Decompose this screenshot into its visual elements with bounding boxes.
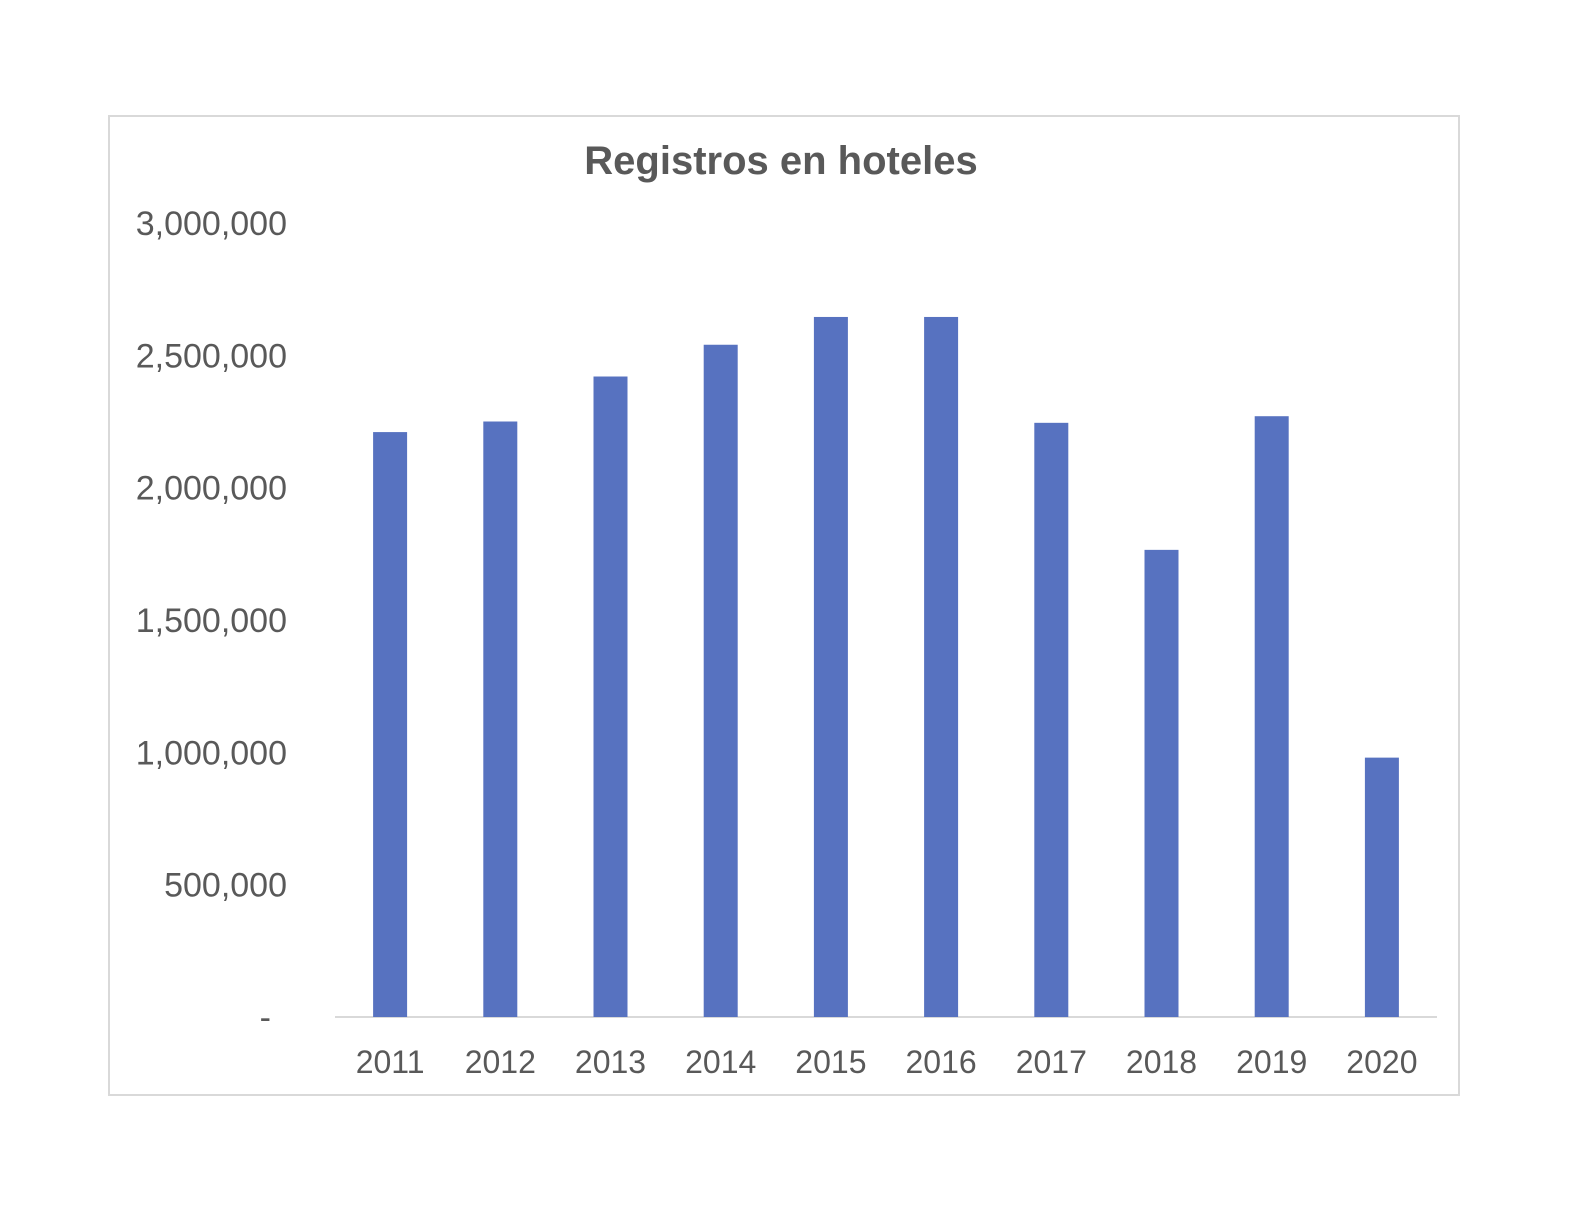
y-tick-label: 1,000,000: [136, 734, 287, 772]
x-tick-label: 2014: [685, 1044, 756, 1080]
y-tick-label: 2,500,000: [136, 337, 287, 375]
bar-2015: [813, 316, 848, 1017]
x-tick-label: 2013: [575, 1044, 646, 1080]
bars-group: [373, 316, 1399, 1017]
bar-2013: [593, 376, 628, 1017]
bar-2012: [483, 421, 518, 1017]
bar-2019: [1254, 416, 1289, 1017]
bar-2014: [703, 344, 738, 1017]
x-tick-label: 2011: [356, 1044, 425, 1080]
bar-2017: [1034, 422, 1069, 1017]
y-axis-tick-labels: - 500,000 1,000,000 1,500,000 2,000,000 2,500…: [136, 205, 287, 1037]
x-tick-label: 2019: [1236, 1044, 1307, 1080]
y-tick-label: -: [260, 999, 271, 1037]
y-tick-label: 1,500,000: [136, 602, 287, 640]
x-tick-label: 2017: [1016, 1044, 1087, 1080]
y-tick-label: 2,000,000: [136, 470, 287, 508]
x-tick-label: 2016: [906, 1044, 977, 1080]
bar-2016: [924, 316, 959, 1017]
y-tick-label: 3,000,000: [136, 205, 287, 243]
bar-2011: [373, 432, 408, 1017]
x-tick-label: 2018: [1126, 1044, 1197, 1080]
y-tick-label: 500,000: [164, 867, 287, 905]
chart-title: Registros en hoteles: [584, 139, 977, 183]
bar-2018: [1144, 549, 1179, 1017]
chart-frame: [108, 115, 1460, 1096]
bar-2020: [1364, 757, 1399, 1017]
x-tick-label: 2020: [1346, 1044, 1417, 1080]
x-tick-label: 2015: [795, 1044, 866, 1080]
x-axis-tick-labels: 2011 2012 2013 2014 2015 2016 2017 2018 2019 2020: [356, 1044, 1418, 1080]
x-tick-label: 2012: [465, 1044, 536, 1080]
